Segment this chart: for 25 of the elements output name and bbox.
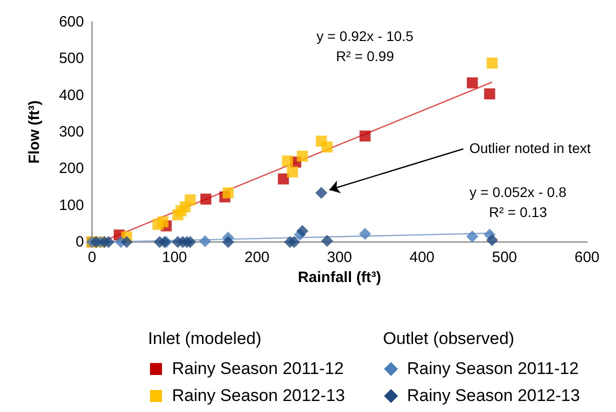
x-tick-label: 500 bbox=[492, 249, 518, 266]
x-tick-label: 300 bbox=[326, 249, 352, 266]
x-tick-label: 0 bbox=[88, 249, 96, 266]
annotation: y = 0.92x - 10.5 R² = 0.99 bbox=[316, 28, 414, 64]
y-tick-label: 200 bbox=[58, 160, 84, 178]
y-tick-label: 500 bbox=[58, 50, 84, 68]
annotation: y = 0.052x - 0.8 R² = 0.13 bbox=[470, 184, 567, 220]
text: Inlet (modeled) bbox=[148, 329, 262, 348]
x-tick-label: 100 bbox=[162, 249, 188, 266]
x-tick-label: 400 bbox=[409, 249, 435, 266]
legend-label: Rainy Season 2011-12 bbox=[172, 359, 344, 378]
y-tick-label: 300 bbox=[58, 124, 84, 140]
y-tick-label: 400 bbox=[58, 86, 84, 104]
y-tick-label: 600 bbox=[58, 14, 84, 30]
x-tick-label: 600 bbox=[574, 249, 600, 266]
y-tick-label: 100 bbox=[58, 196, 84, 214]
legend-label: Rainy Season 2011-12 bbox=[407, 359, 579, 378]
legend-label: Rainy Season 2012-13 bbox=[407, 386, 580, 405]
legend-label: Rainy Season 2012-13 bbox=[172, 386, 345, 405]
y-axis-title: Flow (ft³) bbox=[26, 100, 43, 164]
text: Outlet (observed) bbox=[383, 329, 514, 348]
y-tick-label: 0 bbox=[76, 234, 84, 250]
x-tick-label: 200 bbox=[244, 249, 270, 266]
x-axis-title: Rainfall (ft³) bbox=[298, 269, 382, 286]
annotation: Outlier noted in text bbox=[469, 140, 591, 156]
